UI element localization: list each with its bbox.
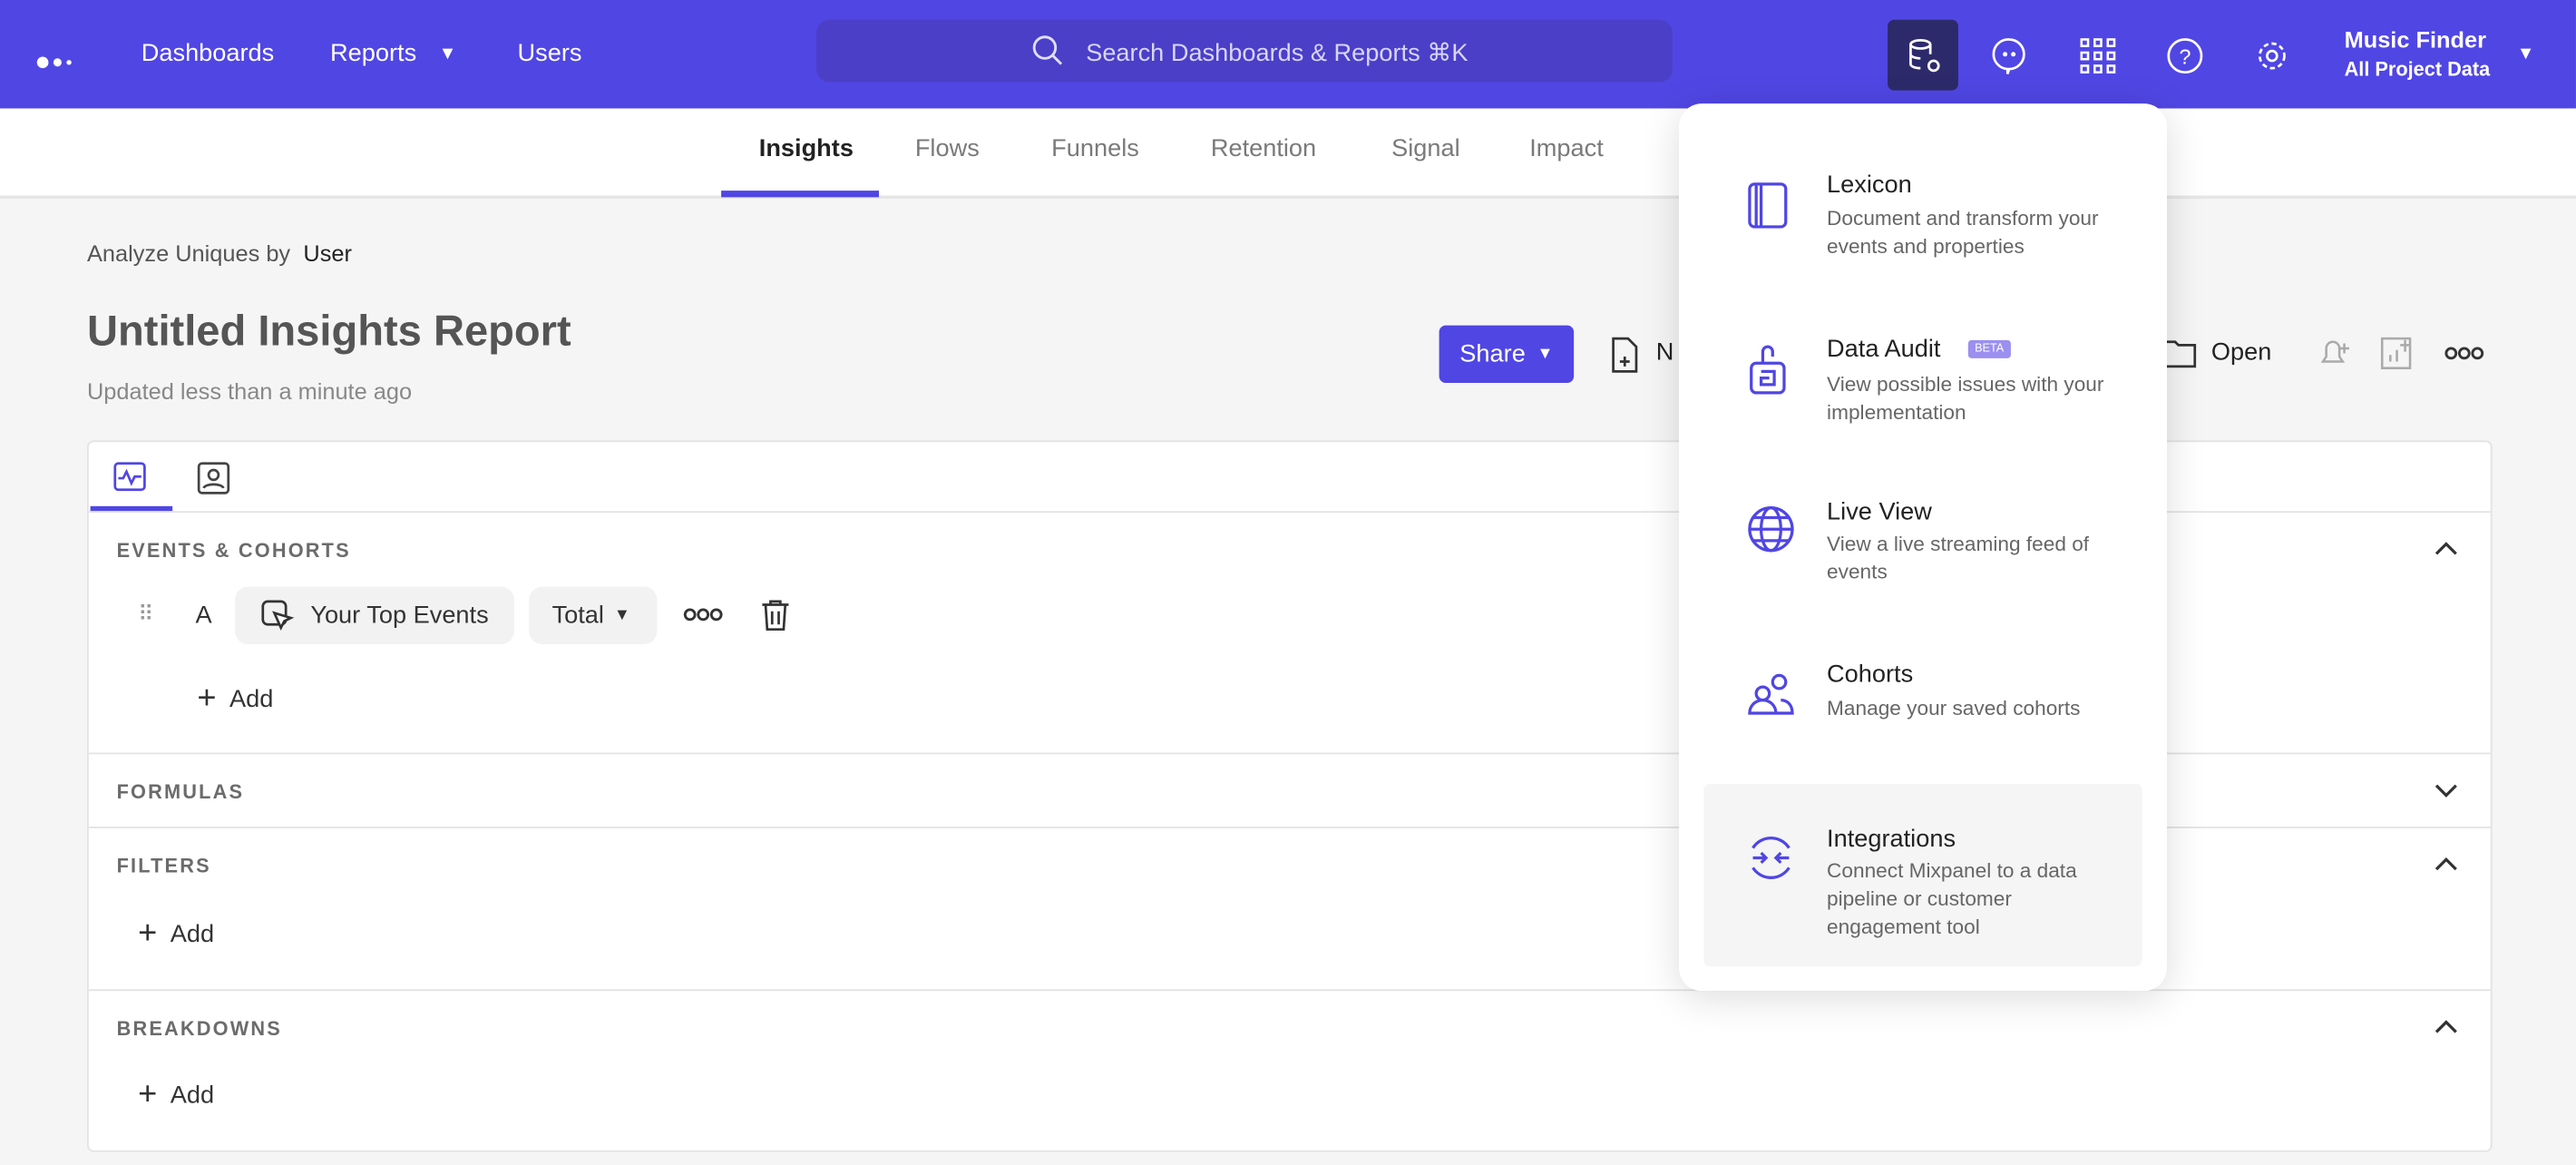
chevron-up-icon[interactable] xyxy=(2435,541,2457,557)
search-placeholder: Search Dashboards & Reports ⌘K xyxy=(1086,39,1469,68)
beta-badge: BETA xyxy=(1967,339,2011,358)
formulas-header[interactable]: FORMULAS xyxy=(116,780,245,804)
users-icon xyxy=(1748,673,1794,715)
bell-add-icon[interactable] xyxy=(2317,335,2353,371)
plus-icon: + xyxy=(197,680,217,717)
menu-item-desc: Document and transform your events and p… xyxy=(1827,207,2099,259)
menu-item-title: Integrations xyxy=(1827,825,1956,854)
grid-icon xyxy=(2079,37,2115,73)
settings-button[interactable] xyxy=(2236,20,2307,91)
apps-button[interactable] xyxy=(2062,20,2132,91)
new-button-label[interactable]: N xyxy=(1655,338,1674,367)
row-letter: A xyxy=(195,601,212,630)
event-selector[interactable]: Your Top Events xyxy=(235,586,514,644)
chevron-up-icon[interactable] xyxy=(2435,1019,2457,1035)
chevron-up-icon[interactable] xyxy=(2435,857,2457,873)
project-scope: All Project Data xyxy=(2344,57,2491,81)
analyze-label: Analyze Uniques by xyxy=(86,240,291,267)
plus-icon: + xyxy=(138,1076,158,1113)
data-management-menu: Lexicon Document and transform your even… xyxy=(1679,103,2167,992)
report-title[interactable]: Untitled Insights Report xyxy=(86,305,571,356)
caret-down-icon[interactable]: ▼ xyxy=(438,44,457,64)
more-icon[interactable] xyxy=(2444,345,2484,361)
tab-impact[interactable]: Impact xyxy=(1529,134,1604,163)
tab-signal[interactable]: Signal xyxy=(1391,134,1460,163)
add-breakdown-button[interactable]: + Add xyxy=(138,1076,214,1114)
open-button[interactable]: Open xyxy=(2210,338,2272,367)
drag-handle-icon[interactable]: ⠿ xyxy=(138,601,154,627)
search-icon xyxy=(1032,35,1063,65)
database-gear-icon xyxy=(1908,38,1939,72)
plus-icon: + xyxy=(138,915,158,952)
chevron-down-icon[interactable] xyxy=(2435,782,2457,798)
menu-item-title: Live View xyxy=(1827,497,1932,526)
measure-selector[interactable]: Total ▼ xyxy=(529,586,658,644)
menu-item-title: Cohorts xyxy=(1827,661,1914,689)
cursor-click-icon xyxy=(261,599,295,631)
add-event-button[interactable]: + Add xyxy=(197,680,273,719)
caret-down-icon: ▼ xyxy=(1537,345,1554,364)
audit-lock-icon xyxy=(1750,345,1786,395)
menu-item-desc: View a live streaming feed of events xyxy=(1827,532,2090,583)
add-label: Add xyxy=(170,1081,215,1110)
nav-reports[interactable]: Reports xyxy=(330,39,417,68)
top-bar: Dashboards Reports ▼ Users Search Dashbo… xyxy=(0,0,2576,109)
active-tab-indicator xyxy=(90,505,173,512)
gear-icon xyxy=(2258,41,2285,69)
event-name: Your Top Events xyxy=(310,601,489,630)
events-cohorts-header: EVENTS & COHORTS xyxy=(116,539,351,563)
integrations-icon xyxy=(1751,836,1791,879)
caret-down-icon[interactable]: ▼ xyxy=(2516,44,2535,64)
nav-dashboards[interactable]: Dashboards xyxy=(141,39,275,68)
data-management-button[interactable] xyxy=(1888,19,1958,91)
tab-funnels[interactable]: Funnels xyxy=(1051,134,1139,163)
folder-icon[interactable] xyxy=(2161,337,2199,369)
help-icon: ? xyxy=(2166,37,2202,73)
filters-header: FILTERS xyxy=(116,854,211,878)
user-profile-icon[interactable] xyxy=(197,462,230,494)
menu-item-cohorts[interactable]: Cohorts Manage your saved cohorts xyxy=(1703,626,2142,808)
menu-item-live-view[interactable]: Live View View a live streaming feed of … xyxy=(1703,462,2142,644)
add-to-dashboard-icon[interactable] xyxy=(2380,335,2416,371)
globe-icon xyxy=(1748,506,1794,553)
search-input[interactable]: Search Dashboards & Reports ⌘K xyxy=(816,19,1673,83)
tab-retention[interactable]: Retention xyxy=(1210,134,1317,163)
menu-item-data-audit[interactable]: Data Audit BETA View possible issues wit… xyxy=(1703,298,2142,480)
nav-users[interactable]: Users xyxy=(517,39,582,68)
add-filter-button[interactable]: + Add xyxy=(138,915,214,954)
measure-label: Total xyxy=(551,601,604,630)
analyze-value-selector[interactable]: User xyxy=(303,240,352,267)
help-button[interactable]: ? xyxy=(2149,20,2220,91)
caret-down-icon: ▼ xyxy=(613,606,630,625)
trash-icon[interactable] xyxy=(759,598,792,631)
breakdowns-header: BREAKDOWNS xyxy=(116,1017,282,1041)
project-name: Music Finder xyxy=(2344,25,2486,53)
insights-chart-icon[interactable] xyxy=(113,462,146,492)
menu-item-desc: View possible issues with your implement… xyxy=(1827,373,2104,425)
menu-item-title: Lexicon xyxy=(1827,171,1912,200)
updated-time: Updated less than a minute ago xyxy=(86,377,413,405)
menu-item-desc: Manage your saved cohorts xyxy=(1827,696,2081,720)
tab-flows[interactable]: Flows xyxy=(914,134,980,163)
share-label: Share xyxy=(1459,339,1526,368)
tab-insights[interactable]: Insights xyxy=(758,134,854,163)
add-label: Add xyxy=(170,920,215,949)
project-selector[interactable]: Music Finder All Project Data xyxy=(2345,26,2491,81)
book-icon xyxy=(1748,182,1788,229)
menu-item-title: Data Audit xyxy=(1827,335,1941,364)
menu-item-integrations[interactable]: Integrations Connect Mixpanel to a data … xyxy=(1703,783,2142,966)
add-label: Add xyxy=(229,685,274,714)
chat-button[interactable] xyxy=(1973,20,2044,91)
menu-item-lexicon[interactable]: Lexicon Document and transform your even… xyxy=(1703,133,2142,316)
share-button[interactable]: Share ▼ xyxy=(1439,325,1575,384)
menu-item-desc: Connect Mixpanel to a data pipeline or c… xyxy=(1827,859,2077,939)
svg-text:?: ? xyxy=(2178,44,2190,68)
more-icon[interactable] xyxy=(683,606,723,622)
new-report-icon[interactable] xyxy=(1610,337,1640,373)
chat-icon xyxy=(1991,37,2025,74)
analyze-by: Analyze Uniques by User xyxy=(87,240,352,266)
mixpanel-logo[interactable] xyxy=(36,48,75,78)
active-tab-indicator xyxy=(721,191,879,198)
